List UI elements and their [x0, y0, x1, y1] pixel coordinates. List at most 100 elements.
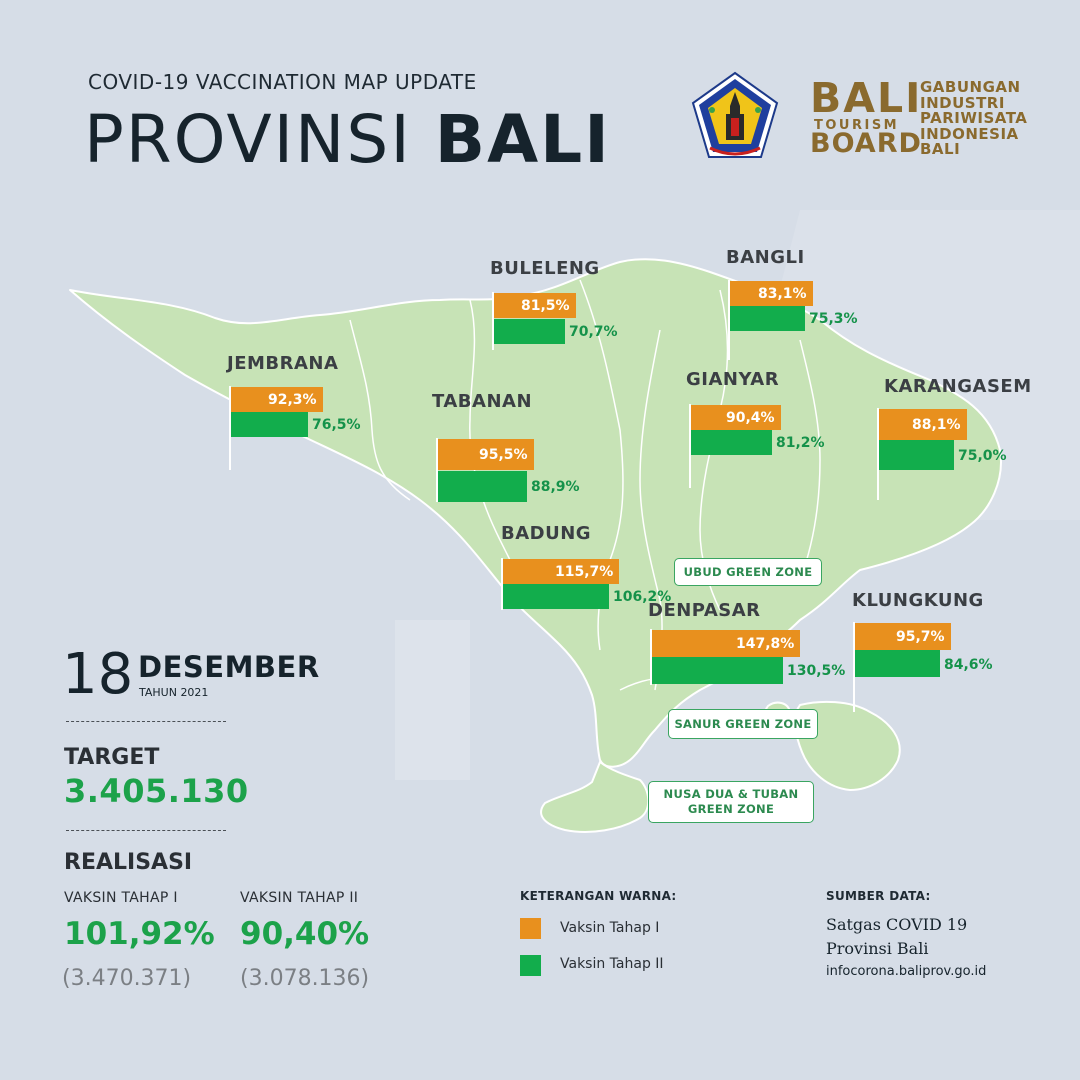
title-light: PROVINSI: [84, 101, 435, 178]
region-pole: [492, 292, 494, 350]
region-name-klungkung: KLUNGKUNG: [852, 590, 984, 611]
source-line1: Satgas COVID 19: [826, 915, 968, 934]
region-name-buleleng: BULELENG: [490, 258, 600, 279]
gipi-line: INDONESIA: [920, 124, 1019, 143]
ubud-green-zone-label: UBUD GREEN ZONE: [674, 558, 822, 586]
region-bar-tahap2: [231, 412, 308, 437]
region-label-tahap2: 84,6%: [944, 657, 993, 673]
divider: [66, 721, 226, 722]
tourism-board-board: BOARD: [810, 128, 922, 159]
source-url: infocorona.baliprov.go.id: [826, 964, 987, 979]
nusa-dua-tuban-green-zone-label: NUSA DUA & TUBAN GREEN ZONE: [648, 781, 814, 823]
legend-title: KETERANGAN WARNA:: [520, 889, 677, 903]
region-bar-tahap2: [494, 319, 565, 344]
zone-text: SANUR GREEN ZONE: [674, 716, 812, 731]
bali-province-emblem-icon: [691, 71, 779, 158]
region-bar-tahap1: [879, 409, 967, 440]
region-name-denpasar: DENPASAR: [648, 600, 761, 621]
region-name-jembrana: JEMBRANA: [227, 353, 339, 374]
region-bar-tahap1: [438, 439, 534, 470]
source-title: SUMBER DATA:: [826, 889, 931, 903]
bukit-peninsula: [540, 760, 650, 833]
region-bar-tahap1: [652, 630, 800, 657]
vaksin-tahap1-count: (3.470.371): [62, 966, 192, 991]
tourism-board-tourism: TOURISM: [814, 118, 900, 133]
background-decoration: [395, 620, 470, 780]
region-pole: [728, 280, 730, 360]
tourism-board-bali: BALI: [810, 74, 923, 122]
region-label-tahap2: 75,0%: [958, 448, 1007, 464]
legend-swatch-tahap2: [520, 955, 541, 976]
date-day: 18: [62, 642, 134, 707]
vaksin-tahap1-label: VAKSIN TAHAP I: [64, 890, 178, 906]
region-bar-tahap2: [503, 584, 609, 609]
vaksin-tahap2-count: (3.078.136): [240, 966, 370, 991]
region-bar-tahap2: [691, 430, 772, 455]
region-label-tahap1: 83,1%: [758, 286, 807, 302]
region-bar-tahap1: [494, 293, 576, 318]
region-bar-tahap2: [879, 440, 954, 470]
region-pole: [877, 408, 879, 500]
legend-label-tahap2: Vaksin Tahap II: [560, 956, 664, 972]
sanur-green-zone-label: SANUR GREEN ZONE: [668, 709, 818, 739]
gipi-line: INDUSTRI: [920, 93, 1005, 112]
tourism-board-logo: BALI TOURISM BOARD: [810, 74, 922, 162]
divider: [66, 830, 226, 831]
vaksin-tahap1-percent: 101,92%: [64, 916, 215, 952]
page-title: PROVINSI BALI: [84, 100, 611, 180]
gipi-logo-text: GABUNGAN INDUSTRI PARIWISATA INDONESIA B…: [920, 79, 1028, 158]
date-month: DESEMBER: [138, 650, 320, 684]
zone-text: NUSA DUA & TUBAN GREEN ZONE: [663, 787, 799, 816]
region-pole: [501, 558, 503, 610]
region-bar-tahap1: [730, 281, 813, 306]
nusa-penida: [794, 700, 901, 792]
target-label: TARGET: [64, 745, 160, 770]
date-year: TAHUN 2021: [139, 686, 209, 699]
region-label-tahap1: 90,4%: [726, 410, 775, 426]
region-pole: [650, 629, 652, 685]
region-label-tahap1: 88,1%: [912, 417, 961, 433]
vaksin-tahap2-label: VAKSIN TAHAP II: [240, 890, 359, 906]
region-pole: [689, 404, 691, 488]
region-bar-tahap2: [855, 650, 940, 677]
region-bar-tahap1: [231, 387, 323, 412]
region-pole: [853, 622, 855, 712]
vaksin-tahap2-percent: 90,40%: [240, 916, 370, 952]
realisasi-label: REALISASI: [64, 850, 193, 875]
region-name-tabanan: TABANAN: [432, 391, 533, 412]
region-bar-tahap1: [691, 405, 781, 430]
gipi-line: BALI: [920, 140, 961, 158]
region-name-karangasem: KARANGASEM: [884, 376, 1032, 397]
legend-swatch-tahap1: [520, 918, 541, 939]
region-label-tahap1: 115,7%: [555, 564, 614, 580]
region-label-tahap2: 130,5%: [787, 663, 846, 679]
region-bar-tahap2: [438, 471, 527, 502]
region-label-tahap2: 75,3%: [809, 311, 858, 327]
legend-label-tahap1: Vaksin Tahap I: [560, 920, 660, 936]
region-label-tahap1: 147,8%: [736, 636, 795, 652]
region-pole: [436, 438, 438, 502]
region-label-tahap2: 88,9%: [531, 479, 580, 495]
region-bar-tahap2: [730, 306, 805, 331]
region-label-tahap1: 92,3%: [268, 392, 317, 408]
region-label-tahap2: 106,2%: [613, 589, 672, 605]
region-name-bangli: BANGLI: [726, 247, 805, 268]
region-label-tahap2: 81,2%: [776, 435, 825, 451]
region-pole: [229, 386, 231, 470]
region-bar-tahap2: [652, 657, 783, 684]
region-name-badung: BADUNG: [501, 523, 592, 544]
region-bar-tahap1: [855, 623, 951, 650]
zone-text: UBUD GREEN ZONE: [683, 564, 813, 579]
page-subtitle: COVID-19 VACCINATION MAP UPDATE: [88, 70, 477, 94]
region-label-tahap1: 95,7%: [896, 629, 945, 645]
region-label-tahap1: 95,5%: [479, 447, 528, 463]
gipi-line: PARIWISATA: [920, 109, 1028, 127]
region-label-tahap2: 76,5%: [312, 417, 361, 433]
source-line2: Provinsi Bali: [826, 939, 929, 958]
region-name-gianyar: GIANYAR: [686, 369, 780, 390]
region-label-tahap1: 81,5%: [521, 298, 570, 314]
region-label-tahap2: 70,7%: [569, 324, 618, 340]
title-bold: BALI: [434, 101, 611, 178]
region-bar-tahap1: [503, 559, 619, 584]
